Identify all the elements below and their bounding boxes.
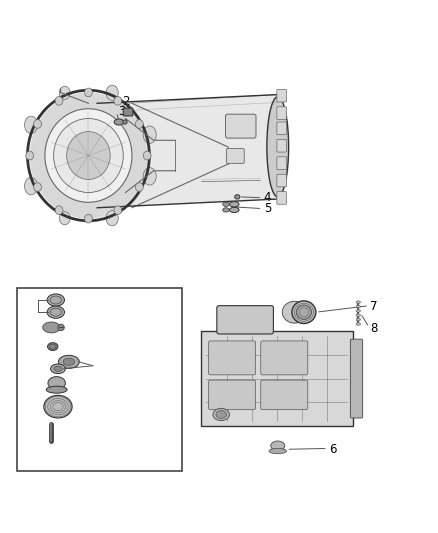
Text: 8: 8 <box>18 432 25 445</box>
Text: 2: 2 <box>19 300 26 313</box>
Ellipse shape <box>25 177 38 195</box>
Ellipse shape <box>143 126 156 143</box>
Ellipse shape <box>106 85 118 100</box>
Ellipse shape <box>63 358 74 366</box>
Ellipse shape <box>223 208 229 212</box>
Ellipse shape <box>47 306 64 318</box>
Ellipse shape <box>55 96 63 105</box>
Ellipse shape <box>356 305 360 308</box>
Ellipse shape <box>30 92 147 219</box>
FancyBboxPatch shape <box>261 341 308 375</box>
Ellipse shape <box>48 377 65 390</box>
Ellipse shape <box>44 395 72 418</box>
FancyBboxPatch shape <box>350 339 363 418</box>
Ellipse shape <box>106 211 118 226</box>
Ellipse shape <box>213 408 230 421</box>
FancyBboxPatch shape <box>277 192 286 204</box>
Ellipse shape <box>143 151 151 160</box>
Text: 5: 5 <box>94 360 102 373</box>
Ellipse shape <box>26 151 34 160</box>
Ellipse shape <box>216 410 226 418</box>
FancyBboxPatch shape <box>277 157 286 169</box>
Text: 3: 3 <box>88 322 96 335</box>
Ellipse shape <box>271 441 285 450</box>
Ellipse shape <box>143 168 156 185</box>
FancyBboxPatch shape <box>201 331 353 426</box>
Ellipse shape <box>67 132 110 180</box>
Text: 3: 3 <box>118 104 125 118</box>
Ellipse shape <box>114 119 124 125</box>
Ellipse shape <box>123 120 127 124</box>
Ellipse shape <box>296 305 311 319</box>
FancyBboxPatch shape <box>277 174 286 187</box>
Ellipse shape <box>50 364 65 374</box>
Ellipse shape <box>47 343 58 351</box>
FancyBboxPatch shape <box>226 149 244 163</box>
Text: 1: 1 <box>209 371 217 384</box>
Ellipse shape <box>47 294 64 306</box>
Ellipse shape <box>46 386 67 393</box>
Text: 6: 6 <box>18 384 25 397</box>
FancyBboxPatch shape <box>217 305 273 334</box>
Text: 6: 6 <box>329 443 337 456</box>
FancyBboxPatch shape <box>277 90 286 102</box>
Ellipse shape <box>223 202 229 206</box>
Ellipse shape <box>85 88 92 97</box>
Ellipse shape <box>34 183 42 191</box>
Ellipse shape <box>59 212 70 225</box>
Ellipse shape <box>114 96 122 105</box>
Ellipse shape <box>269 448 286 454</box>
FancyBboxPatch shape <box>123 108 133 116</box>
FancyBboxPatch shape <box>277 122 286 135</box>
Ellipse shape <box>230 207 239 213</box>
Polygon shape <box>97 94 278 208</box>
Ellipse shape <box>43 322 60 333</box>
Ellipse shape <box>230 201 239 207</box>
Ellipse shape <box>235 195 240 199</box>
Ellipse shape <box>356 301 360 303</box>
Ellipse shape <box>292 301 316 324</box>
Ellipse shape <box>135 183 143 191</box>
Text: 4: 4 <box>18 342 25 354</box>
Text: 7: 7 <box>371 300 378 313</box>
FancyBboxPatch shape <box>208 341 255 375</box>
Ellipse shape <box>356 322 360 325</box>
Ellipse shape <box>356 318 360 321</box>
Ellipse shape <box>356 310 360 312</box>
Ellipse shape <box>55 206 63 214</box>
Ellipse shape <box>58 356 79 368</box>
Ellipse shape <box>283 301 306 323</box>
Ellipse shape <box>356 314 360 317</box>
Ellipse shape <box>53 118 123 192</box>
FancyBboxPatch shape <box>277 140 286 152</box>
Ellipse shape <box>54 366 62 372</box>
Text: 2: 2 <box>122 95 130 109</box>
Text: 7: 7 <box>88 402 96 415</box>
Ellipse shape <box>34 119 42 128</box>
Bar <box>17 288 182 471</box>
Ellipse shape <box>114 206 122 214</box>
FancyBboxPatch shape <box>226 114 256 138</box>
Text: 5: 5 <box>264 202 271 215</box>
FancyBboxPatch shape <box>261 380 308 410</box>
Ellipse shape <box>59 86 70 99</box>
Text: 4: 4 <box>264 191 271 204</box>
Ellipse shape <box>135 119 143 128</box>
FancyBboxPatch shape <box>208 380 255 410</box>
Ellipse shape <box>85 214 92 223</box>
FancyBboxPatch shape <box>277 107 286 119</box>
Ellipse shape <box>58 324 64 330</box>
Text: 8: 8 <box>371 322 378 335</box>
Ellipse shape <box>267 97 289 197</box>
Ellipse shape <box>25 116 38 134</box>
Ellipse shape <box>45 109 132 203</box>
